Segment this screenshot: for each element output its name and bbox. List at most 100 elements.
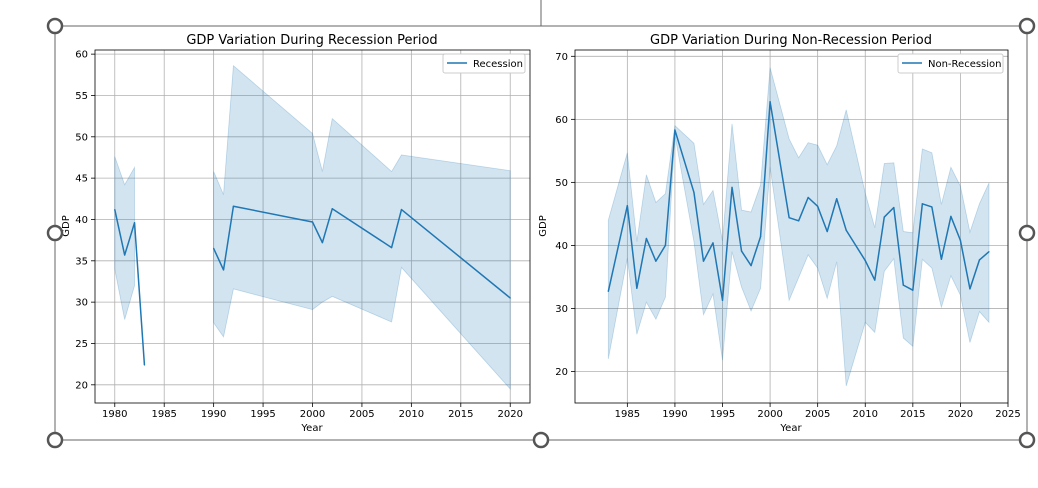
data-point xyxy=(124,254,126,256)
data-point xyxy=(864,259,866,262)
y-tick-label: 30 xyxy=(75,298,88,309)
data-point xyxy=(826,230,828,233)
data-point xyxy=(213,247,215,250)
data-point xyxy=(636,287,638,289)
legend-box xyxy=(442,53,526,74)
data-point xyxy=(845,229,847,231)
data-point xyxy=(788,217,790,219)
data-point xyxy=(133,222,136,224)
data-point xyxy=(807,196,809,199)
data-point xyxy=(607,290,609,293)
data-point xyxy=(959,239,962,241)
resize-handle-middle-right[interactable] xyxy=(1018,224,1036,242)
y-tick-label: 30 xyxy=(555,304,568,315)
x-tick-label: 1985 xyxy=(615,409,640,420)
axes: 1980 1985 1990 1995 2000 2005 2010 2015 20202025… xyxy=(75,49,531,420)
x-tick-label: 2010 xyxy=(853,409,878,420)
x-tick-label: 1980 xyxy=(102,409,127,420)
y-tick-label: 35 xyxy=(75,256,88,267)
resize-handle-top-right[interactable] xyxy=(1018,17,1036,35)
data-point xyxy=(769,101,771,103)
data-point xyxy=(645,237,647,240)
data-point xyxy=(509,297,511,299)
x-tick-label: 1995 xyxy=(710,409,735,420)
data-point xyxy=(988,251,990,253)
data-point xyxy=(114,208,116,211)
data-point xyxy=(931,206,933,208)
data-point xyxy=(390,246,393,249)
x-axis-label: Year xyxy=(779,423,802,434)
data-point xyxy=(902,284,904,286)
data-point xyxy=(950,215,952,218)
data-point xyxy=(321,242,323,244)
x-tick-label: 2000 xyxy=(300,409,325,420)
data-point xyxy=(232,205,235,207)
data-point xyxy=(626,205,628,207)
data-point xyxy=(674,129,676,131)
data-point xyxy=(664,244,667,247)
data-point xyxy=(836,198,838,200)
series-lines xyxy=(114,205,511,366)
data-point xyxy=(969,288,971,290)
x-axis-label: Year xyxy=(300,423,323,434)
x-tick-label: 1990 xyxy=(662,409,687,420)
data-point xyxy=(759,235,762,238)
recession-chart[interactable]: 1980 1985 1990 1995 2000 2005 2010 2015 20202025… xyxy=(61,33,531,434)
legend: Recession xyxy=(442,53,526,74)
data-point xyxy=(874,279,876,281)
data-point xyxy=(921,203,923,205)
x-tick-label: 1985 xyxy=(151,409,176,420)
chart-title: GDP Variation During Non-Recession Perio… xyxy=(650,33,932,48)
data-point xyxy=(311,221,314,223)
x-tick-label: 2010 xyxy=(399,409,424,420)
x-tick-label: 2005 xyxy=(349,409,374,420)
y-tick-label: 60 xyxy=(75,50,88,61)
y-tick-label: 25 xyxy=(75,339,88,350)
y-tick-label: 70 xyxy=(555,52,568,63)
data-point xyxy=(655,260,657,262)
axes: 1985 1990 1995 2000 2005 2010 2015 2020 20252030… xyxy=(555,49,1021,420)
chart-title: GDP Variation During Recession Period xyxy=(186,33,437,48)
legend-box xyxy=(897,53,1004,74)
data-point xyxy=(940,258,942,260)
data-point xyxy=(331,208,333,210)
series-line xyxy=(114,209,146,366)
resize-handle-middle-left[interactable] xyxy=(46,224,64,242)
x-tick-label: 2015 xyxy=(900,409,925,420)
x-tick-label: 2020 xyxy=(498,409,523,420)
x-tick-label: 2000 xyxy=(757,409,782,420)
grid xyxy=(95,50,530,403)
confidence-bands xyxy=(607,67,990,387)
y-tick-label: 55 xyxy=(75,91,88,102)
resize-handle-bottom-right[interactable] xyxy=(1018,431,1036,449)
data-point xyxy=(740,250,743,252)
axes-frame xyxy=(574,49,1009,404)
x-tick-label: 2015 xyxy=(448,409,473,420)
selection-frame[interactable] xyxy=(46,0,1036,449)
resize-handle-bottom-left[interactable] xyxy=(46,431,64,449)
data-point xyxy=(883,216,885,218)
confidence-band xyxy=(607,67,990,387)
resize-handle-bottom-center[interactable] xyxy=(532,431,550,449)
x-tick-label: 1995 xyxy=(250,409,275,420)
data-point xyxy=(817,205,819,207)
legend: Non-Recession xyxy=(897,53,1004,74)
data-point xyxy=(702,260,705,262)
y-tick-label: 60 xyxy=(555,115,568,126)
data-point xyxy=(712,242,714,244)
series-lines xyxy=(607,100,990,302)
legend-label: Recession xyxy=(473,59,523,70)
data-point xyxy=(750,264,752,267)
y-tick-label: 20 xyxy=(555,367,568,378)
y-axis-label: GDP xyxy=(61,215,72,236)
data-point xyxy=(400,208,403,211)
x-tick-label: 2025 xyxy=(995,409,1020,420)
axes-frame xyxy=(94,49,531,404)
resize-handle-top-left[interactable] xyxy=(46,17,64,35)
data-point xyxy=(893,206,895,209)
data-point xyxy=(798,220,800,222)
y-tick-label: 40 xyxy=(75,215,88,226)
non-recession-chart[interactable]: 1985 1990 1995 2000 2005 2010 2015 2020 20252030… xyxy=(538,33,1021,434)
data-point xyxy=(978,259,981,261)
